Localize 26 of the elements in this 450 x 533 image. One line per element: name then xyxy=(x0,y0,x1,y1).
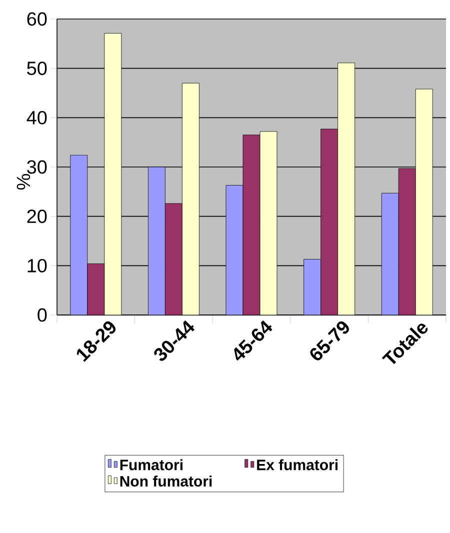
y-tick-label: 60 xyxy=(27,12,47,26)
bar xyxy=(320,129,338,315)
y-tick-label: 30 xyxy=(27,160,47,174)
bar xyxy=(338,62,355,315)
bar xyxy=(104,33,122,315)
y-tick-label: 20 xyxy=(27,210,47,224)
bar xyxy=(398,168,416,315)
bar xyxy=(87,264,104,315)
y-axis-title: % xyxy=(16,174,30,190)
y-tick-label: 10 xyxy=(28,258,47,272)
bar xyxy=(381,192,399,315)
bar xyxy=(226,185,243,315)
bar xyxy=(415,88,433,315)
bar xyxy=(182,83,200,315)
legend-label: Ex fumatori xyxy=(257,459,338,470)
bar xyxy=(304,259,321,315)
legend-label: Non fumatori xyxy=(120,476,212,487)
legend-label: Fumatori xyxy=(120,459,182,470)
y-tick-label: 40 xyxy=(26,110,47,124)
bar xyxy=(260,131,278,315)
bar xyxy=(165,204,182,315)
bar xyxy=(70,155,88,315)
y-tick-label: 0 xyxy=(38,308,47,322)
bar xyxy=(148,167,166,315)
bar xyxy=(243,134,260,315)
y-tick-label: 50 xyxy=(27,62,47,76)
